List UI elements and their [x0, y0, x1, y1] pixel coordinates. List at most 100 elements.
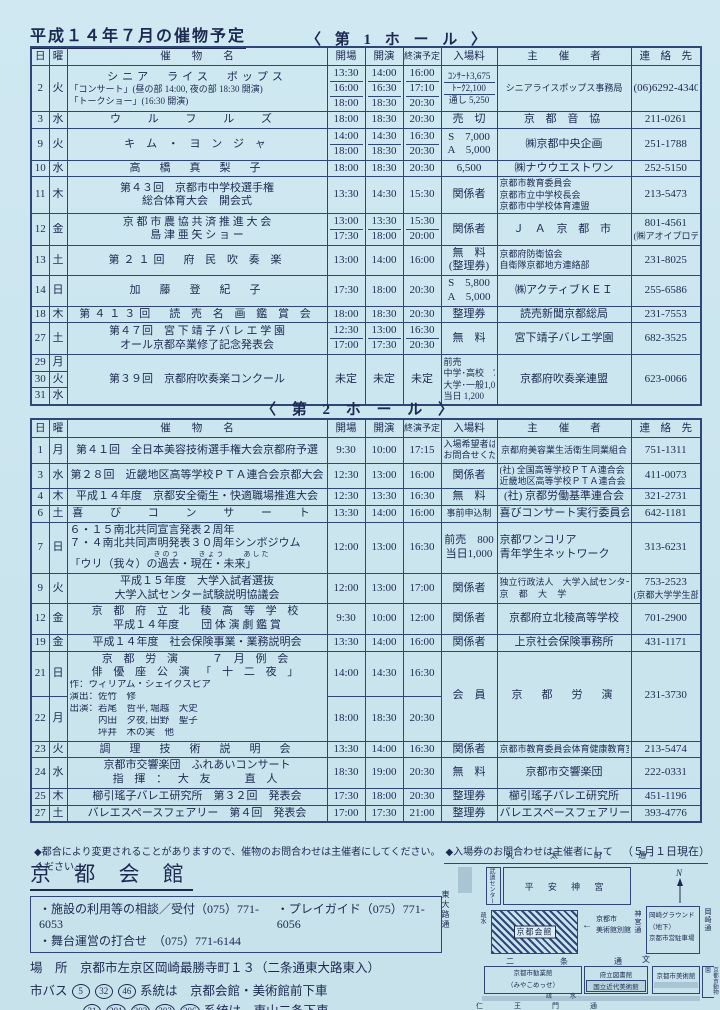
- column-header: 終演予定: [402, 46, 442, 67]
- cell-line: Ｊ Ａ 京 都 市: [513, 222, 615, 235]
- canal-band: [482, 996, 700, 1001]
- event-title-cell: 京 都 労 演 ７ 月 例 会俳 優 座 公 演 「 十 二 夜 」作：ウィリア…: [66, 650, 328, 742]
- cell-line: 25: [34, 789, 46, 802]
- cell-line: 18:30: [367, 143, 401, 159]
- cell-line: 1: [37, 443, 44, 456]
- cell-line: 16:00: [409, 253, 435, 266]
- open-time-cell: 14:00: [326, 650, 366, 697]
- end-time-cell: 16:00 17:10 20:30: [402, 65, 442, 113]
- cell-line: 京都市中学校体育連盟: [499, 200, 590, 211]
- cell-line: 月: [52, 711, 64, 724]
- zoo-label: 京都市動物園: [704, 967, 718, 995]
- cell-line: 20:30: [409, 766, 435, 779]
- cell-line: 21:00: [409, 806, 435, 819]
- day-cell: 24: [30, 757, 50, 789]
- cell-line: 火: [52, 137, 64, 150]
- open-time-cell: 9:30: [326, 603, 366, 635]
- cell-line: 801-4561: [644, 216, 687, 229]
- bus-number-icon: 46: [117, 984, 136, 999]
- day-cell: 6: [30, 504, 50, 523]
- weekday-cell: 火: [48, 572, 68, 605]
- weekday-cell: 火: [48, 370, 68, 389]
- hall2-schedule-table: 日曜催 物 名開場 開演 終演予定 入場料主 催 者連 絡 先 1 月第４１回 全日本美容…: [30, 418, 702, 824]
- cell-line: 演出：佐竹 修: [69, 692, 137, 702]
- contact-cell: 623-0066: [630, 353, 702, 406]
- open-time-cell: 17:30: [326, 787, 366, 806]
- street-marutamachi: 丸 太 町 通: [506, 851, 660, 860]
- cell-line: 売 切: [452, 113, 486, 126]
- organizer-cell: (社) 全国高等学校ＰＴＡ連合会 近畿地区高等学校ＰＴＡ連合会: [496, 462, 632, 490]
- cell-line: 31: [34, 389, 46, 402]
- cell-line: バレエスペースフェアリー: [499, 806, 629, 819]
- weekday-cell: 金: [48, 213, 68, 246]
- day-cell: 30: [30, 370, 50, 389]
- weekday-cell: 水: [48, 757, 68, 789]
- cell-line: 17:00: [329, 338, 363, 353]
- cell-line: 「ウリ（我々）の過去・現在・未来」: [69, 558, 257, 571]
- cell-line: ｺﾝｻｰﾄ3,675: [447, 70, 491, 81]
- day-cell: 14: [30, 275, 50, 307]
- contact-cell: 213-5474: [630, 740, 702, 759]
- cell-line: 平成１５年度 大学入試者選抜: [120, 574, 274, 587]
- column-header: 連 絡 先: [630, 418, 702, 439]
- weekday-cell: 水: [48, 159, 68, 178]
- start-time-cell: 14:00: [364, 740, 404, 759]
- title-bar: 平成１４年７月の催物予定 〈 第 1 ホ ー ル 〉: [30, 22, 700, 49]
- cell-line: 月: [52, 355, 64, 368]
- cell-line: 第４３回 京都市中学校選手権: [120, 181, 274, 194]
- end-time-cell: 16:00: [402, 633, 442, 652]
- cell-line: 18:30: [371, 711, 397, 724]
- cell-line: 14:30: [371, 130, 397, 143]
- cell-line: 総合体育大会 開会式: [142, 195, 252, 208]
- cell-line: 内田 夕夜, 田野 聖子: [69, 715, 198, 726]
- contact-cell: 451-1196: [630, 787, 702, 806]
- day-cell: 3: [30, 111, 50, 130]
- organizer-cell: 京都府美容業生活衛生同業組合: [496, 437, 632, 464]
- cell-line: 平成１４年度 団 体 演 劇 鑑 賞: [113, 619, 281, 632]
- bus-number-icon: 203: [155, 1004, 175, 1010]
- street-okazaki: 岡崎通: [704, 908, 712, 932]
- event-title-cell: 第４１回 全日本美容技術選手権大会京都府予選: [66, 437, 328, 464]
- weekday-cell: 木: [48, 305, 68, 324]
- event-title-cell: シニア ライス ポップス 「コンサート」(昼の部 14:00, 夜の部 18:30…: [66, 65, 328, 113]
- contact-cell: 231-8025: [630, 244, 702, 277]
- contact-cell: 313-6231: [630, 521, 702, 574]
- start-time-cell: 13:00: [364, 572, 404, 605]
- open-time-cell: 12:30 17:00: [326, 322, 366, 355]
- cell-line: 喜びコンサート実行委員会: [499, 506, 629, 519]
- cell-line: 211-0261: [644, 113, 687, 126]
- cell-line: ６・１５南北共同宣言発表２周年: [69, 523, 235, 536]
- cell-line: 無 料: [452, 246, 486, 259]
- canal-shape: [458, 867, 472, 893]
- cell-line: A 5,000: [447, 290, 491, 303]
- cell-line: 11: [34, 188, 46, 201]
- compass-icon: [674, 878, 686, 906]
- open-time-cell: 13:30 16:00 18:00: [326, 65, 366, 113]
- cell-line: 751-1311: [644, 443, 687, 456]
- cell-line: ウ ル フ ル ズ: [110, 113, 284, 126]
- cell-line: 9: [37, 137, 44, 150]
- weekday-cell: 水: [48, 462, 68, 490]
- event-title-cell: 第２８回 近畿地区高等学校ＰＴＡ連合会京都大会: [66, 462, 328, 490]
- fee-cell: 関係者: [440, 462, 498, 490]
- kyoto-kaikan-block: 京都会館: [491, 910, 578, 954]
- event-row: 11 木第４３回 京都市中学校選手権 総合体育大会 開会式 13:30 14:30 15:…: [30, 176, 702, 215]
- compass-north-label: N: [676, 868, 683, 878]
- fee-cell: 整理券: [440, 804, 498, 823]
- organizer-cell: 櫛引瑤子バレエ研究所: [496, 787, 632, 806]
- contact-cell: 411-0073: [630, 462, 702, 490]
- cell-line: 14:00: [333, 666, 359, 679]
- open-time-cell: 13:30: [326, 504, 366, 523]
- cell-line: 20:30: [409, 284, 435, 296]
- column-header: 連 絡 先: [630, 46, 702, 67]
- cell-line: 京 都 音 協: [523, 113, 605, 126]
- cell-line: きのう きょう あした: [153, 551, 271, 559]
- cell-line: 櫛引瑤子バレエ研究所 第３２回 発表会: [92, 789, 302, 802]
- cell-line: (京都大学学生部入試課): [633, 589, 699, 600]
- cell-line: 17:30: [371, 806, 397, 819]
- event-row: 18 木 第４１３回 読 売 名 画 鑑 賞 会 18:00 18:30 20:30 整理券…: [30, 305, 702, 324]
- ground-line3: 京都市営駐車場: [649, 935, 695, 943]
- cell-line: 喜 び コ ン サ ー ト: [72, 506, 322, 519]
- cell-line: 京都府美容業生活衛生同業組合: [500, 444, 627, 455]
- end-time-cell: 15:30 20:00: [402, 213, 442, 246]
